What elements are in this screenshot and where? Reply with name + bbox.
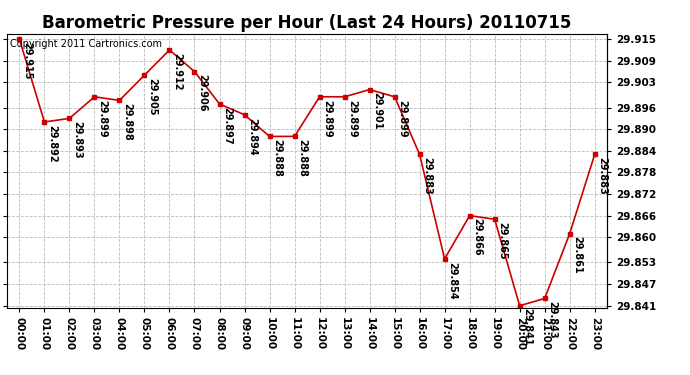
Text: 29.899: 29.899: [322, 99, 333, 137]
Text: 29.883: 29.883: [422, 157, 433, 195]
Text: 29.854: 29.854: [447, 262, 457, 299]
Text: 29.905: 29.905: [147, 78, 157, 116]
Text: 29.892: 29.892: [47, 125, 57, 162]
Text: 29.866: 29.866: [473, 218, 482, 256]
Text: 29.915: 29.915: [22, 42, 32, 80]
Text: 29.841: 29.841: [522, 309, 533, 346]
Text: 29.894: 29.894: [247, 118, 257, 155]
Text: 29.906: 29.906: [197, 74, 207, 112]
Text: 29.897: 29.897: [222, 107, 233, 144]
Text: 29.861: 29.861: [573, 236, 582, 274]
Text: 29.843: 29.843: [547, 301, 558, 339]
Text: 29.898: 29.898: [122, 103, 132, 141]
Text: 29.893: 29.893: [72, 121, 82, 159]
Text: 29.883: 29.883: [598, 157, 607, 195]
Title: Barometric Pressure per Hour (Last 24 Hours) 20110715: Barometric Pressure per Hour (Last 24 Ho…: [42, 14, 572, 32]
Text: 29.888: 29.888: [297, 139, 307, 177]
Text: 29.901: 29.901: [373, 92, 382, 130]
Text: 29.899: 29.899: [97, 99, 107, 137]
Text: 29.899: 29.899: [397, 99, 407, 137]
Text: Copyright 2011 Cartronics.com: Copyright 2011 Cartronics.com: [10, 39, 162, 49]
Text: 29.865: 29.865: [497, 222, 507, 260]
Text: 29.912: 29.912: [172, 53, 182, 90]
Text: 29.888: 29.888: [273, 139, 282, 177]
Text: 29.899: 29.899: [347, 99, 357, 137]
